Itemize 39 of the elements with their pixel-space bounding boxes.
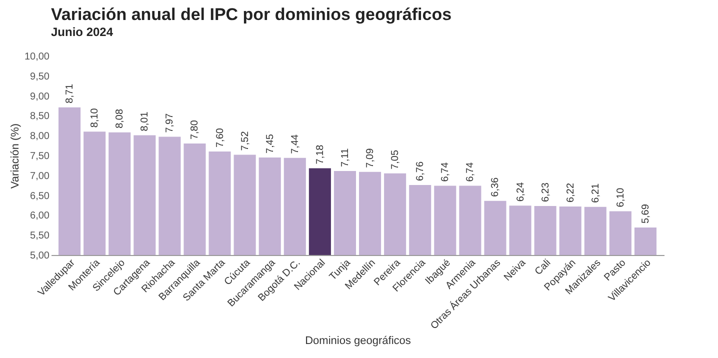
y-tick-label: 7,00 [30,170,50,182]
y-tick-label: 9,50 [30,71,50,82]
y-tick-label: 7,50 [30,151,50,162]
y-tick-label: 5,00 [30,250,50,262]
data-label: 6,23 [540,182,552,202]
data-label: 7,18 [314,144,326,164]
data-label: 6,76 [415,161,426,181]
data-label: 8,71 [64,83,76,104]
y-tick-label: 10,00 [24,52,50,62]
y-tick-label: 6,50 [30,190,50,202]
chart-title: Variación anual del IPC por dominios geográficos [51,5,452,24]
data-label: 7,44 [290,134,301,154]
y-tick-label: 9,00 [30,91,50,102]
y-tick-label: 6,00 [30,210,50,222]
data-label: 6,74 [465,162,476,182]
y-axis-title: Variación (%) [9,123,22,189]
data-label: 8,10 [90,108,101,128]
y-tick-label: 8,00 [30,131,50,142]
y-tick-label: 5,50 [30,230,50,242]
data-label: 6,36 [490,176,502,197]
data-label: 6,10 [615,187,626,208]
data-label: 6,22 [565,182,576,202]
y-tick-label: 8,50 [30,111,50,122]
x-axis-title: Dominios geográficos [305,334,412,347]
data-label: 6,21 [590,182,602,203]
data-label: 7,09 [365,148,376,168]
data-label: 7,60 [214,128,226,148]
data-label: 7,52 [240,130,251,151]
data-label: 7,05 [390,150,402,170]
chart-subtitle: Junio 2024 [51,25,114,39]
data-label: 8,08 [114,108,126,128]
data-label: 6,74 [440,162,452,182]
data-label: 7,80 [190,120,201,140]
data-label: 7,97 [164,112,176,133]
data-label: 6,24 [515,182,526,202]
data-label: 5,69 [640,204,652,224]
data-label: 8,01 [140,111,151,132]
data-label: 7,11 [340,148,351,168]
data-label: 7,45 [264,134,276,154]
